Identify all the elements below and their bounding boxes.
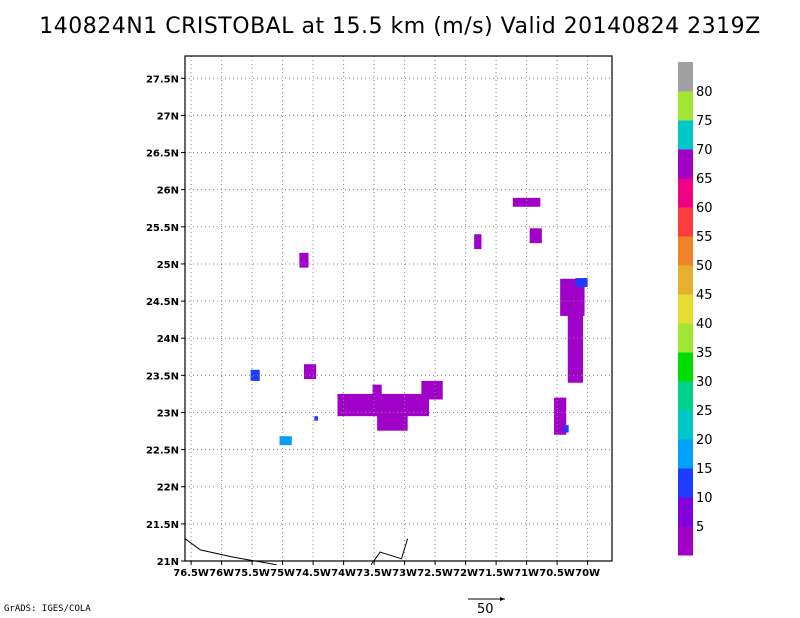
colorbar-segment: [678, 323, 693, 353]
lon-tick-label: 71W: [514, 568, 539, 579]
lon-tick-label: 72.5W: [417, 568, 453, 579]
colorbar-label: 35: [696, 346, 713, 361]
colorbar-label: 20: [696, 433, 713, 448]
colorbar: 5 10 15 20 25 30 35 40 45 50 55 60 65 70 75 80: [678, 62, 713, 556]
colorbar-segment: [678, 439, 693, 469]
colorbar-segment: [678, 236, 693, 266]
lat-tick-label: 27.5N: [146, 74, 179, 85]
wind-cell: [563, 425, 569, 433]
wind-cell: [303, 364, 317, 380]
colorbar-label: 15: [696, 462, 713, 477]
colorbar-label: 10: [696, 491, 713, 506]
wind-cell: [299, 252, 309, 268]
lat-tick-label: 23.5N: [146, 371, 179, 382]
colorbar-label: 80: [696, 85, 713, 100]
wind-cell: [474, 234, 482, 250]
wind-cell: [337, 393, 429, 417]
lon-tick-label: 76W: [209, 568, 234, 579]
lat-tick-label: 21.5N: [146, 520, 179, 531]
lat-lon-grid: [185, 56, 612, 562]
colorbar-segment: [678, 381, 693, 411]
lat-tick-label: 26N: [157, 186, 179, 197]
colorbar-segment: [678, 207, 693, 237]
map-frame: [184, 55, 613, 562]
colorbar-label: 5: [696, 520, 704, 535]
colorbar-label: 25: [696, 404, 713, 419]
colorbar-segment: [678, 91, 693, 121]
lon-tick-label: 75.5W: [234, 568, 270, 579]
lat-tick-label: 25.5N: [146, 223, 179, 234]
colorbar-segment: [678, 120, 693, 150]
colorbar-segment: [678, 468, 693, 498]
lat-tick-label: 24.5N: [146, 297, 179, 308]
wind-cell: [421, 380, 443, 400]
grads-credit: GrADS: IGES/COLA: [4, 604, 91, 614]
colorbar-segment: [678, 294, 693, 324]
colorbar-label: 50: [696, 259, 713, 274]
lat-tick-label: 25N: [157, 260, 179, 271]
colorbar-label: 60: [696, 201, 713, 216]
colorbar-segment: [678, 352, 693, 382]
colorbar-label: 30: [696, 375, 713, 390]
wind-cell: [575, 278, 588, 287]
wind-cell: [512, 197, 541, 207]
lon-tick-label: 70.5W: [539, 568, 575, 579]
wind-cell: [554, 397, 567, 435]
lon-tick-label: 72W: [453, 568, 478, 579]
colorbar-segment: [678, 62, 693, 92]
colorbar-segment: [678, 149, 693, 179]
longitude-axis: 76.5W 76W 75.5W 75W 74.5W 74W 73.5W 73W 72.5W 72W…: [173, 561, 600, 579]
wind-cell: [314, 416, 318, 421]
lat-tick-label: 24N: [157, 334, 179, 345]
lat-tick-label: 21N: [157, 557, 179, 568]
lon-tick-label: 71.5W: [478, 568, 514, 579]
lon-tick-label: 73W: [392, 568, 417, 579]
lat-tick-label: 22.5N: [146, 446, 179, 457]
latitude-axis: 21N 21.5N 22N 22.5N 23N 23.5N 24N 24.5N 25N 25.5N…: [146, 74, 185, 568]
vector-scale-label: 50: [477, 602, 494, 617]
lat-tick-label: 23N: [157, 408, 179, 419]
colorbar-segment: [678, 526, 693, 556]
colorbar-segment: [678, 410, 693, 440]
lat-tick-label: 26.5N: [146, 149, 179, 160]
wind-cell: [250, 369, 260, 381]
wind-cell: [279, 436, 292, 446]
wind-cell: [372, 384, 382, 396]
lon-tick-label: 74.5W: [295, 568, 331, 579]
lon-tick-label: 70W: [575, 568, 600, 579]
colorbar-segment: [678, 497, 693, 527]
wind-speed-cells: [250, 197, 588, 446]
lat-tick-label: 22N: [157, 483, 179, 494]
colorbar-label: 75: [696, 114, 713, 129]
colorbar-label: 55: [696, 230, 713, 245]
lon-tick-label: 74W: [331, 568, 356, 579]
map-title: 140824N1 CRISTOBAL at 15.5 km (m/s) Vali…: [39, 14, 761, 39]
vector-scale-arrow: [468, 597, 505, 601]
lon-tick-label: 75W: [270, 568, 295, 579]
wind-cell: [377, 412, 408, 431]
colorbar-label: 45: [696, 288, 713, 303]
wind-cell: [567, 308, 584, 383]
wind-cell: [529, 228, 542, 244]
lat-tick-label: 27N: [157, 111, 179, 122]
colorbar-segment: [678, 265, 693, 295]
lon-tick-label: 76.5W: [173, 568, 209, 579]
colorbar-segment: [678, 178, 693, 208]
colorbar-label: 70: [696, 143, 713, 158]
colorbar-label: 65: [696, 172, 713, 187]
colorbar-label: 40: [696, 317, 713, 332]
lon-tick-label: 73.5W: [356, 568, 392, 579]
coastline-segment: [370, 538, 409, 565]
